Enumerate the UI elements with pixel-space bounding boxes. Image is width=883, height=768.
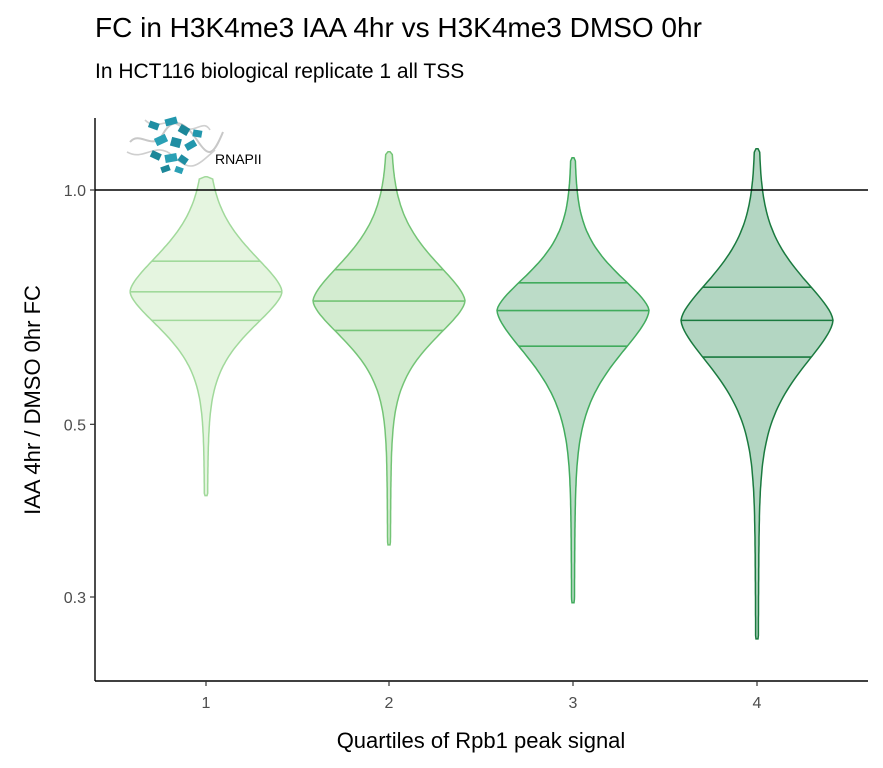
x-tick-label: 3: [569, 695, 578, 712]
x-tick-label: 1: [202, 695, 211, 712]
violin-2: [312, 150, 466, 546]
x-ticks: 1 2 3 4: [202, 681, 762, 712]
y-tick-label: 0.3: [64, 590, 86, 607]
y-tick-label: 0.5: [64, 417, 86, 434]
x-tick-label: 2: [385, 695, 394, 712]
rnapii-logo: RNAPII: [126, 116, 262, 175]
y-ticks: 0.3 0.5 1.0: [64, 183, 95, 607]
y-axis-title: IAA 4hr / DMSO 0hr FC: [20, 285, 45, 515]
protein-structure-icon: [126, 116, 224, 175]
y-tick-label: 1.0: [64, 183, 86, 200]
chart-subtitle: In HCT116 biological replicate 1 all TSS: [95, 60, 465, 83]
violin-3: [496, 157, 650, 604]
violin-4: [680, 147, 834, 640]
violins-layer: [129, 147, 834, 640]
x-axis-title: Quartiles of Rpb1 peak signal: [337, 728, 626, 753]
chart-title: FC in H3K4me3 IAA 4hr vs H3K4me3 DMSO 0h…: [95, 12, 702, 43]
logo-label: RNAPII: [215, 151, 262, 167]
x-tick-label: 4: [753, 695, 762, 712]
violin-1: [129, 175, 283, 497]
